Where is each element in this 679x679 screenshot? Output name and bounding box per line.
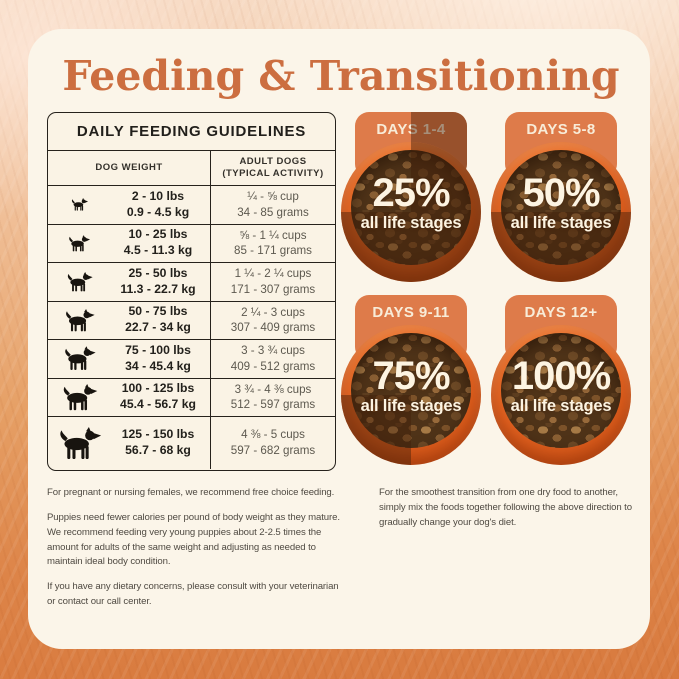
col-header-dog-weight: DOG WEIGHT [95,162,163,174]
infographic-card: Feeding & Transitioning DAILY FEEDING GU… [28,29,650,649]
footnote-puppies: Puppies need fewer calories per pound of… [47,511,340,568]
percent-label: 25% [372,171,450,216]
footnote-pregnant-nursing: For pregnant or nursing females, we reco… [47,487,335,499]
weight-lbs: 2 - 10 lbs [131,188,185,203]
amount-grams: 409 - 512 grams [230,359,316,373]
weight-kg: 56.7 - 68 kg [125,443,191,458]
amount-grams: 512 - 597 grams [230,398,316,412]
col-header-line2: (TYPICAL ACTIVITY) [222,168,324,180]
weight-lbs: 100 - 125 lbs [121,381,195,396]
amount-cups: ⅝ - 1 ¼ cups [239,228,307,242]
kibble-photo [351,333,471,449]
kibble-photo [501,333,621,449]
weight-lbs: 25 - 50 lbs [128,265,188,280]
weight-kg: 45.4 - 56.7 kg [120,397,196,412]
table-row: 125 - 150 lbs 56.7 - 68 kg 4 ⅜ - 5 cups 5… [48,417,335,470]
food-bowl: 75% all life stages [341,325,481,466]
footnote-dietary-concerns: If you have any dietary concerns, please… [47,581,339,608]
kibble-photo [351,150,471,266]
life-stages-label: all life stages [360,397,462,416]
weight-kg: 11.3 - 22.7 kg [120,281,196,296]
weight-lbs: 75 - 100 lbs [125,342,191,357]
footnote-right-column: For the smoothest transition from one dr… [363,486,635,620]
amount-grams: 171 - 307 grams [230,282,316,296]
footnotes: For pregnant or nursing females, we reco… [47,486,635,620]
percent-label: 100% [511,354,611,399]
table-row: 10 - 25 lbs 4.5 - 11.3 kg ⅝ - 1 ¼ cups 85… [48,224,335,264]
amount-cups: 2 ¼ - 3 cups [241,305,305,319]
amount-cups: 1 ¼ - 2 ¼ cups [234,267,312,281]
percent-label: 75% [372,354,450,399]
dog-small-breed-icon [48,235,110,252]
table-header-row: DOG WEIGHT ADULT DOGS (TYPICAL ACTIVITY) [48,151,335,187]
weight-kg: 0.9 - 4.5 kg [126,204,190,219]
amount-grams: 307 - 409 grams [230,321,316,335]
days-label: DAYS 1-4 [376,121,446,139]
table-title: DAILY FEEDING GUIDELINES [48,113,335,152]
amount-cups: 3 ¾ - 4 ⅜ cups [234,382,312,396]
dog-large-breed-icon [48,309,110,332]
amount-cups: ¼ - ⅝ cup [247,190,299,204]
dog-toy-breed-icon [48,198,110,211]
table-row: 25 - 50 lbs 11.3 - 22.7 kg 1 ¼ - 2 ¼ cups… [48,263,335,302]
transition-tile-days-5-8: DAYS 5-8 50% all life stages [487,112,635,283]
life-stages-label: all life stages [360,214,462,233]
content-row: DAILY FEEDING GUIDELINES DOG WEIGHT ADUL… [47,112,635,472]
transition-tile-days-12-plus: DAYS 12+ 100% all life stages [487,295,635,466]
transition-tile-days-1-4: DAYS 1-4 25% all life stages [337,112,485,283]
shade-overlay [491,212,631,283]
shade-overlay [341,395,411,466]
days-label: DAYS 5-8 [526,121,596,139]
life-stages-label: all life stages [510,397,612,416]
dog-medium-breed-icon [48,272,110,292]
table-row: 50 - 75 lbs 22.7 - 34 kg 2 ¼ - 3 cups 307… [48,301,335,341]
transition-tile-days-9-11: DAYS 9-11 75% all life stages [337,295,485,466]
amount-grams: 34 - 85 grams [237,205,309,219]
weight-lbs: 10 - 25 lbs [128,227,188,242]
table-row: 100 - 125 lbs 45.4 - 56.7 kg 3 ¾ - 4 ⅜ cu… [48,378,335,418]
days-label: DAYS 9-11 [372,304,450,322]
table-row: 2 - 10 lbs 0.9 - 4.5 kg ¼ - ⅝ cup 34 - 85… [48,186,335,225]
weight-lbs: 125 - 150 lbs [121,427,195,442]
food-bowl: 100% all life stages [491,325,631,466]
life-stages-label: all life stages [510,214,612,233]
dog-xlarge-breed-icon [48,346,110,371]
weight-kg: 22.7 - 34 kg [125,320,191,335]
days-label: DAYS 12+ [524,304,598,322]
amount-grams: 597 - 682 grams [230,444,316,458]
feeding-guidelines-table: DAILY FEEDING GUIDELINES DOG WEIGHT ADUL… [47,112,336,472]
dog-giant-breed-icon [48,427,110,460]
amount-cups: 4 ⅜ - 5 cups [241,428,305,442]
weight-lbs: 50 - 75 lbs [128,304,188,319]
col-header-adult-dogs: ADULT DOGS (TYPICAL ACTIVITY) [210,151,335,186]
food-bowl: 25% all life stages [341,142,481,283]
amount-cups: 3 - 3 ¾ cups [241,344,305,358]
food-bowl: 50% all life stages [491,142,631,283]
percent-label: 50% [522,171,600,216]
amount-grams: 85 - 171 grams [234,244,312,258]
col-header-line1: ADULT DOGS [239,156,307,168]
footnote-left-column: For pregnant or nursing females, we reco… [47,486,349,620]
table-row: 75 - 100 lbs 34 - 45.4 kg 3 - 3 ¾ cups 40… [48,340,335,379]
weight-kg: 4.5 - 11.3 kg [123,243,193,258]
transition-grid: DAYS 1-4 25% all life stages DAY [337,112,635,471]
kibble-photo [501,150,621,266]
page-title: Feeding & Transitioning [62,52,620,100]
weight-kg: 34 - 45.4 kg [125,358,191,373]
footnote-transition: For the smoothest transition from one dr… [379,487,632,528]
dog-xxlarge-breed-icon [48,384,110,411]
